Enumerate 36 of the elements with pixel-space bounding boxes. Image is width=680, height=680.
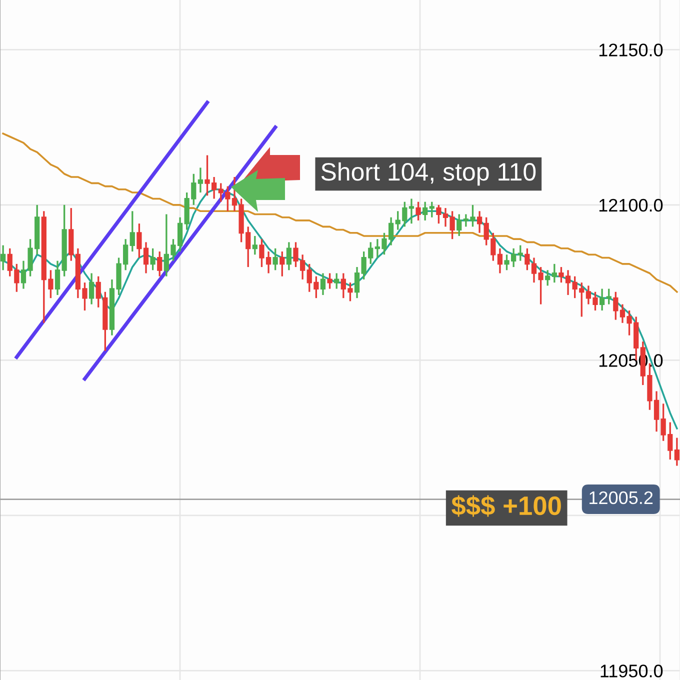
candlestick: [552, 263, 557, 284]
candlestick: [157, 250, 162, 278]
candlestick: [150, 248, 156, 271]
candlestick: [545, 269, 550, 286]
y-tick-label: 12150.0: [599, 44, 663, 56]
candlestick: [354, 266, 360, 299]
annotation: $$$ +100: [452, 495, 561, 517]
candlestick: [88, 272, 94, 306]
candlestick: [476, 210, 482, 234]
candlestick: [408, 198, 414, 224]
candlestick: [497, 248, 503, 274]
candlestick: [130, 210, 135, 252]
candlestick: [674, 436, 680, 467]
candlestick: [0, 244, 6, 271]
candlestick: [54, 260, 60, 296]
candlestick: [320, 272, 326, 296]
candlestick: [252, 235, 258, 256]
line-series: [2, 132, 678, 293]
y-tick-label: 12100.0: [599, 198, 663, 212]
candlestick: [280, 250, 285, 278]
candlestick: [613, 291, 618, 321]
candlestick: [429, 200, 434, 218]
candlestick: [416, 200, 421, 222]
candlestick: [456, 213, 462, 237]
candlestick: [272, 248, 278, 271]
ref-line-label: 12005.2: [590, 491, 653, 504]
candlestick: [286, 241, 292, 271]
candlestick: [422, 200, 428, 222]
candlestick: [518, 244, 523, 262]
y-tick-label: 11950.0: [600, 664, 663, 678]
candlestick: [334, 272, 340, 290]
candlestick: [198, 166, 204, 194]
annotation: Short 104, stop 110: [321, 162, 536, 186]
candlestick: [606, 288, 612, 306]
candlestick: [327, 272, 332, 290]
candlestick: [599, 288, 605, 312]
